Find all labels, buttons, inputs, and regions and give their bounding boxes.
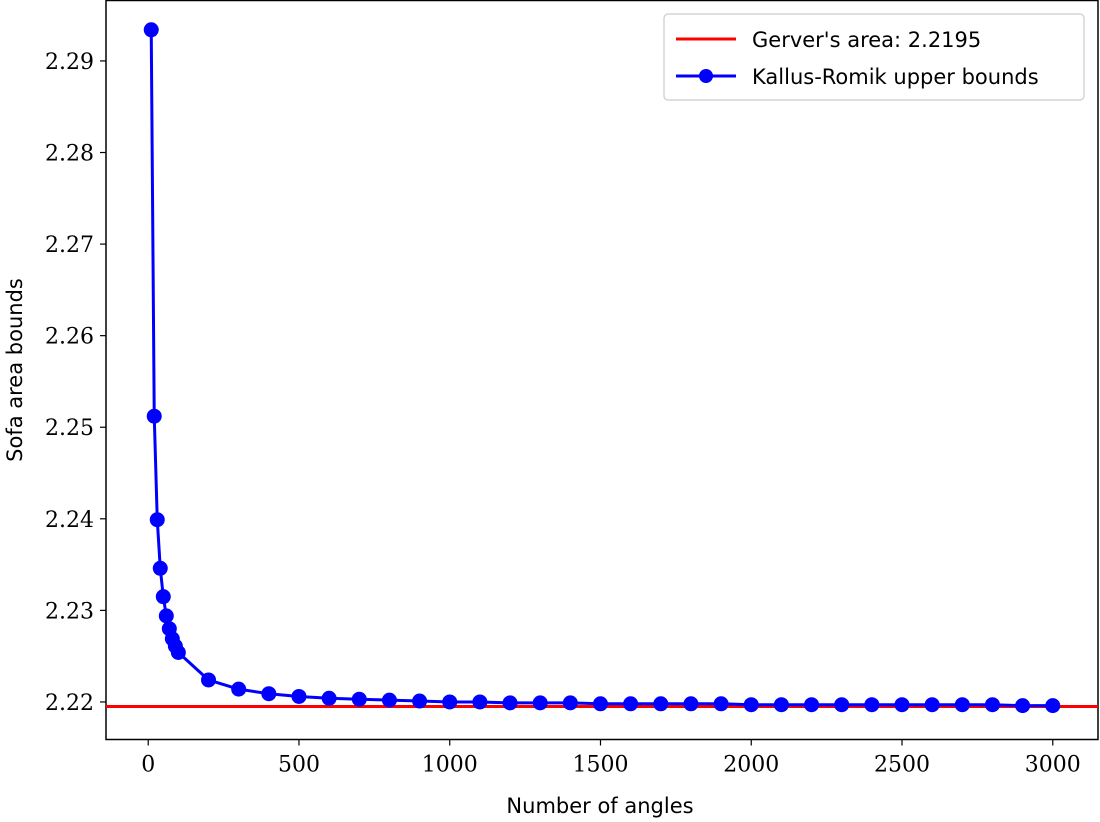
y-tick-label: 2.29 [45, 50, 94, 75]
legend-box [663, 13, 1085, 101]
data-point [152, 560, 168, 576]
x-tick-label: 3000 [1025, 753, 1081, 778]
data-point [562, 695, 578, 711]
data-point [894, 697, 910, 713]
y-tick-label: 2.22 [45, 691, 94, 716]
legend-series-label: Kallus-Romik upper bounds [752, 65, 1039, 89]
series-line [149, 29, 1053, 708]
data-point [713, 696, 729, 712]
x-tick-label: 2000 [723, 753, 779, 778]
data-point [864, 697, 880, 713]
data-point [653, 696, 669, 712]
data-point [924, 697, 940, 713]
data-point [623, 696, 639, 712]
data-point [261, 686, 277, 702]
x-tick-label: 2500 [874, 753, 930, 778]
y-axis-ticks: 2.22 2.23 2.24 2.25 2.26 2.27 2.28 2.29 [45, 50, 106, 716]
data-point [231, 681, 247, 697]
plot-frame [105, 0, 1099, 741]
data-point [773, 697, 789, 713]
series-layer [143, 22, 1061, 714]
y-tick-label: 2.26 [45, 325, 94, 350]
y-tick-label: 2.25 [45, 416, 94, 441]
data-point [532, 695, 548, 711]
x-tick-label: 1000 [422, 753, 478, 778]
data-point [351, 691, 367, 707]
data-point [149, 512, 165, 528]
y-axis-title: Sofa area bounds [3, 278, 27, 462]
data-point [1045, 698, 1061, 714]
data-point [954, 697, 970, 713]
data-point [381, 692, 397, 708]
legend-reference-label: Gerver's area: 2.2195 [752, 28, 981, 52]
legend: Gerver's area: 2.2195 Kallus-Romik upper… [663, 13, 1085, 101]
data-point [984, 697, 1000, 713]
x-axis-title: Number of angles [506, 794, 693, 818]
y-tick-label: 2.24 [45, 508, 94, 533]
data-point [146, 408, 162, 424]
data-point [804, 697, 820, 713]
data-point [291, 688, 307, 704]
data-point [1015, 698, 1031, 714]
data-point [155, 589, 171, 605]
data-point [834, 697, 850, 713]
data-point [321, 690, 337, 706]
x-tick-label: 500 [278, 753, 320, 778]
data-point [472, 694, 488, 710]
data-point [592, 696, 608, 712]
x-tick-label: 1500 [572, 753, 628, 778]
y-tick-label: 2.23 [45, 599, 94, 624]
x-tick-label: 0 [141, 753, 155, 778]
data-point [143, 22, 159, 38]
data-point [683, 696, 699, 712]
y-tick-label: 2.27 [45, 233, 94, 258]
x-axis-ticks: 0 500 1000 1500 2000 2500 3000 [141, 739, 1081, 778]
data-point [502, 695, 518, 711]
data-point [201, 672, 217, 688]
legend-series-marker [699, 69, 713, 83]
data-point [442, 694, 458, 710]
data-point [170, 645, 186, 660]
data-point [412, 693, 428, 709]
data-point [158, 608, 174, 624]
data-point [743, 697, 759, 713]
y-tick-label: 2.28 [45, 142, 94, 167]
